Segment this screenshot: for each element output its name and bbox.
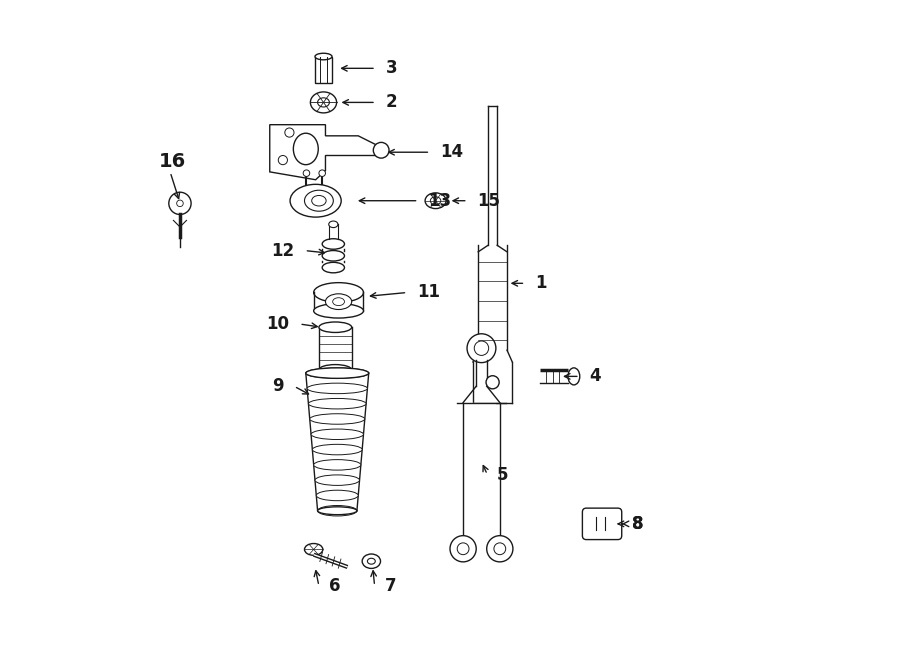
Ellipse shape: [309, 399, 366, 409]
Ellipse shape: [328, 221, 338, 227]
Ellipse shape: [367, 559, 375, 564]
Circle shape: [486, 375, 500, 389]
Text: 2: 2: [386, 93, 398, 112]
Ellipse shape: [333, 297, 345, 305]
Ellipse shape: [322, 251, 345, 261]
Ellipse shape: [322, 262, 345, 273]
Ellipse shape: [316, 490, 358, 500]
Ellipse shape: [293, 134, 319, 165]
Circle shape: [494, 543, 506, 555]
Ellipse shape: [314, 459, 361, 470]
Text: 6: 6: [328, 577, 340, 595]
Text: 14: 14: [440, 143, 464, 161]
Circle shape: [467, 334, 496, 363]
Ellipse shape: [319, 365, 352, 375]
Ellipse shape: [311, 429, 364, 440]
Ellipse shape: [430, 197, 441, 205]
Circle shape: [487, 535, 513, 562]
Circle shape: [278, 155, 287, 165]
Text: 11: 11: [418, 284, 440, 301]
Ellipse shape: [318, 507, 357, 515]
Circle shape: [374, 142, 389, 158]
Ellipse shape: [304, 190, 333, 212]
Ellipse shape: [310, 92, 337, 113]
Ellipse shape: [314, 303, 364, 318]
Ellipse shape: [306, 368, 369, 378]
Circle shape: [303, 170, 310, 176]
Polygon shape: [270, 125, 378, 180]
Circle shape: [319, 170, 326, 176]
Ellipse shape: [310, 414, 364, 424]
Ellipse shape: [304, 543, 323, 555]
Ellipse shape: [568, 368, 580, 385]
Text: 3: 3: [386, 59, 398, 77]
Text: 13: 13: [428, 192, 452, 210]
Text: 5: 5: [497, 466, 508, 484]
Ellipse shape: [326, 293, 352, 309]
Ellipse shape: [314, 283, 364, 302]
Ellipse shape: [322, 239, 345, 249]
Ellipse shape: [307, 383, 367, 394]
FancyBboxPatch shape: [582, 508, 622, 539]
Circle shape: [457, 543, 469, 555]
Text: 7: 7: [384, 577, 396, 595]
Ellipse shape: [312, 444, 362, 455]
Bar: [315, 57, 332, 83]
Text: 1: 1: [536, 274, 546, 292]
Ellipse shape: [319, 322, 352, 332]
Ellipse shape: [315, 54, 332, 59]
Text: 8: 8: [632, 515, 644, 533]
Ellipse shape: [290, 184, 341, 217]
Circle shape: [474, 341, 489, 356]
Circle shape: [284, 128, 294, 137]
Circle shape: [450, 535, 476, 562]
Ellipse shape: [306, 368, 369, 378]
Circle shape: [176, 200, 184, 207]
Ellipse shape: [425, 193, 446, 209]
Text: 4: 4: [590, 368, 601, 385]
Text: 8: 8: [632, 515, 644, 533]
Ellipse shape: [311, 196, 326, 206]
Ellipse shape: [318, 98, 329, 107]
Text: 9: 9: [273, 377, 284, 395]
Circle shape: [169, 192, 191, 214]
Ellipse shape: [362, 554, 381, 568]
Text: 16: 16: [158, 152, 185, 171]
Text: 12: 12: [272, 241, 294, 260]
Ellipse shape: [315, 475, 359, 485]
Ellipse shape: [318, 506, 357, 516]
Text: 10: 10: [266, 315, 290, 333]
Text: 15: 15: [478, 192, 500, 210]
